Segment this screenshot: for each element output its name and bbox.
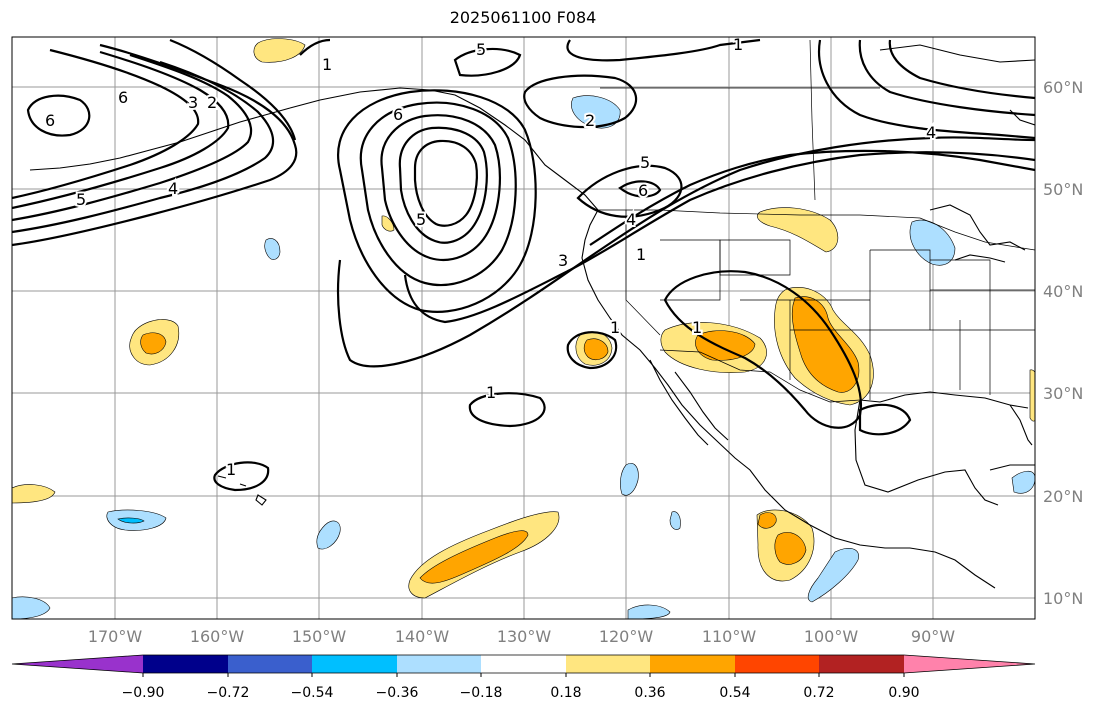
colorbar-segment (312, 655, 397, 673)
contour-label: 1 (226, 460, 236, 479)
lat-label: 30°N (1043, 384, 1083, 403)
colorbar-tick-label: 0.72 (803, 685, 834, 701)
contour-label: 6 (393, 105, 403, 124)
contour-label: 5 (416, 210, 426, 229)
contour-label: 5 (476, 40, 486, 59)
contour-label: 4 (168, 179, 178, 198)
contour-label: 1 (486, 383, 496, 402)
plot-frame (11, 36, 1036, 620)
negative-anomaly-shading (12, 95, 1035, 619)
colorbar-tick-label: 0.90 (888, 685, 919, 701)
colorbar-segment (481, 655, 566, 673)
contour-lines (12, 38, 1035, 492)
contour-label: 2 (585, 111, 595, 130)
colorbar-segment (143, 655, 228, 673)
colorbar-tick-label: −0.36 (376, 685, 419, 701)
colorbar-segment (397, 655, 481, 673)
lon-label: 120°W (599, 627, 654, 646)
longitude-tick-labels: 170°W 160°W 150°W 140°W 130°W 120°W 110°… (88, 627, 955, 646)
colorbar-segment (904, 655, 1035, 673)
colorbar-tick-label: 0.36 (634, 685, 665, 701)
lon-label: 140°W (395, 627, 450, 646)
lat-label: 10°N (1043, 589, 1083, 608)
contour-label: 6 (638, 181, 648, 200)
map-title: 2025061100 F084 (449, 8, 597, 27)
contour-label: 1 (733, 35, 743, 54)
colorbar-segment (12, 655, 143, 673)
lon-label: 110°W (702, 627, 757, 646)
contour-label: 6 (118, 88, 128, 107)
colorbar-segment (650, 655, 735, 673)
lat-label: 20°N (1043, 487, 1083, 506)
contour-label: 3 (558, 251, 568, 270)
colorbar-tick-label: 0.18 (550, 685, 581, 701)
colorbar-tick-label: −0.54 (291, 685, 334, 701)
contour-label: 3 (188, 93, 198, 112)
colorbar-tick-label: −0.72 (207, 685, 250, 701)
colorbar-tick-label: 0.54 (719, 685, 750, 701)
colorbar-tick-labels: −0.90 −0.72 −0.54 −0.36 −0.18 0.18 0.36 … (122, 685, 920, 701)
colorbar-segment (819, 655, 904, 673)
contour-label: 2 (207, 93, 217, 112)
lon-label: 130°W (497, 627, 552, 646)
coastlines (29, 44, 1035, 589)
contour-label: 1 (322, 55, 332, 74)
lon-label: 160°W (190, 627, 245, 646)
lon-label: 170°W (88, 627, 143, 646)
political-borders (598, 39, 1035, 403)
contour-label: 1 (636, 245, 646, 264)
contour-labels: 6 6 3 2 5 4 1 5 6 5 3 2 1 5 6 4 1 4 1 1 … (43, 35, 938, 481)
contour-label: 5 (640, 153, 650, 172)
contour-label: 1 (692, 318, 702, 337)
lat-label: 50°N (1043, 180, 1083, 199)
positive-anomaly-shading (12, 38, 1035, 599)
colorbar-segment (566, 655, 650, 673)
lat-label: 60°N (1043, 78, 1083, 97)
lat-label: 40°N (1043, 282, 1083, 301)
contour-label: 4 (626, 210, 636, 229)
colorbar-segment (228, 655, 312, 673)
lon-label: 150°W (292, 627, 347, 646)
latitude-tick-labels: 60°N 50°N 40°N 30°N 20°N 10°N (1043, 78, 1083, 608)
colorbar (11, 654, 1036, 677)
lon-label: 90°W (911, 627, 955, 646)
lon-label: 100°W (804, 627, 859, 646)
contour-label: 1 (610, 318, 620, 337)
colorbar-tick-label: −0.18 (460, 685, 503, 701)
contour-label: 6 (45, 111, 55, 130)
contour-label: 5 (76, 190, 86, 209)
colorbar-segment (735, 655, 819, 673)
colorbar-tick-label: −0.90 (122, 685, 165, 701)
contour-label: 4 (926, 123, 936, 142)
